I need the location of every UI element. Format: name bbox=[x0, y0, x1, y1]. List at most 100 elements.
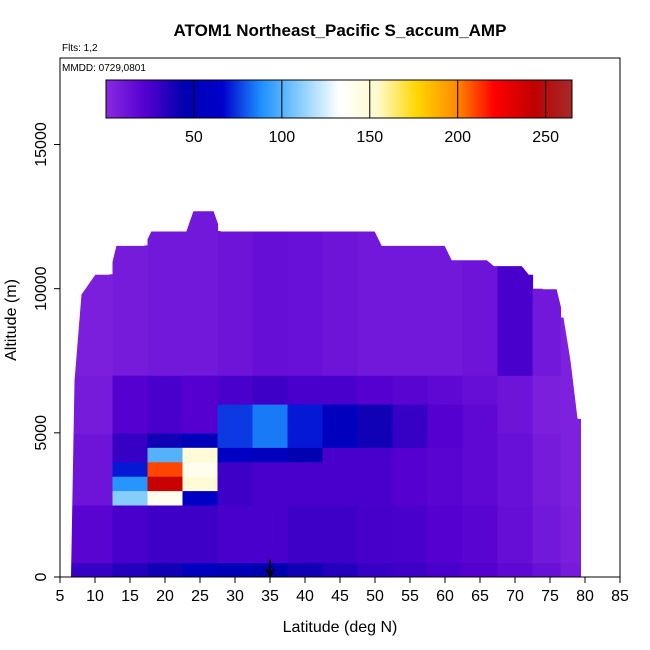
heatmap-cell bbox=[147, 562, 184, 578]
chart-title: ATOM1 Northeast_Pacific S_accum_AMP bbox=[174, 21, 507, 40]
x-tick-label: 60 bbox=[436, 588, 454, 605]
heatmap-cell bbox=[70, 504, 114, 564]
heatmap-cell bbox=[357, 447, 394, 506]
heatmap-cell bbox=[112, 375, 149, 434]
heatmap-cell bbox=[112, 432, 149, 463]
heatmap-cell bbox=[560, 562, 582, 578]
heatmap-cell bbox=[497, 432, 534, 506]
heatmap-cell bbox=[560, 360, 582, 420]
x-axis-label: Latitude (deg N) bbox=[283, 619, 398, 636]
heatmap-cell bbox=[427, 504, 464, 564]
colorbar-tick-label: 50 bbox=[185, 129, 203, 146]
arrow-marker-head bbox=[265, 568, 275, 579]
heatmap-cell bbox=[560, 317, 582, 362]
heatmap-cell bbox=[112, 562, 149, 578]
heatmap-cell bbox=[532, 375, 562, 434]
x-tick-label: 20 bbox=[156, 588, 174, 605]
heatmap-cell bbox=[70, 274, 114, 376]
heatmap-cell bbox=[182, 461, 219, 477]
heatmap-cell bbox=[392, 404, 429, 448]
heatmap-cell bbox=[70, 375, 114, 434]
x-tick-label: 25 bbox=[191, 588, 209, 605]
heatmap-cell bbox=[322, 447, 359, 506]
heatmap-cell bbox=[427, 245, 464, 376]
heatmap-cell bbox=[112, 504, 149, 564]
heatmap-cell bbox=[357, 404, 394, 448]
heatmap-cell bbox=[497, 375, 534, 434]
colorbar: 50 100 150 200 250 bbox=[105, 79, 573, 146]
x-tick-label: 70 bbox=[506, 588, 524, 605]
flights-label: Flts: 1,2 bbox=[62, 43, 98, 54]
heatmap-cell bbox=[287, 562, 324, 578]
heatmap-cell bbox=[462, 504, 499, 564]
x-tick-label: 50 bbox=[366, 588, 384, 605]
heatmap-cell bbox=[147, 461, 184, 477]
heatmap-cell bbox=[532, 562, 562, 578]
shape-outline bbox=[69, 210, 582, 578]
colorbar-tick-label: 100 bbox=[268, 129, 295, 146]
heatmap-cell bbox=[182, 375, 219, 434]
colorbar-tick-label: 150 bbox=[356, 129, 383, 146]
x-tick-label: 5 bbox=[56, 588, 65, 605]
heatmap-cell bbox=[112, 245, 149, 376]
heatmap-cell bbox=[287, 461, 324, 506]
heatmap-cell bbox=[560, 504, 582, 564]
heatmap-cell bbox=[427, 404, 464, 448]
heatmap-cell bbox=[462, 259, 499, 376]
y-tick-label: 10000 bbox=[33, 266, 50, 311]
colorbar-tick-label: 200 bbox=[444, 129, 471, 146]
heatmap-cell bbox=[147, 432, 184, 448]
heatmap-cell bbox=[217, 375, 254, 405]
x-tick-label: 10 bbox=[86, 588, 104, 605]
heatmap-cell bbox=[427, 562, 464, 578]
heatmap-cell bbox=[182, 504, 219, 564]
heatmap-cell bbox=[462, 404, 499, 448]
x-tick-label: 30 bbox=[226, 588, 244, 605]
heatmap-cell bbox=[497, 504, 534, 564]
heatmap-cell bbox=[497, 562, 534, 578]
heatmap-cell bbox=[217, 231, 254, 376]
heatmap-cell bbox=[182, 210, 219, 376]
heatmap-cell bbox=[217, 447, 254, 463]
heatmap-cell bbox=[322, 562, 359, 578]
heatmap-cell bbox=[217, 461, 254, 506]
heatmap-cell bbox=[112, 476, 149, 492]
heatmap-cell bbox=[147, 375, 184, 434]
heatmap-cell bbox=[112, 461, 149, 477]
heatmap-cell bbox=[392, 375, 429, 405]
heatmap-cell bbox=[217, 504, 254, 564]
heatmap-cell bbox=[427, 447, 464, 506]
axes: 5 10 15 20 25 30 35 40 45 50 55 60 65 70 75 80 85 0 5000 10… bbox=[33, 57, 629, 605]
heatmap-cell bbox=[392, 562, 429, 578]
heatmap-cell bbox=[462, 562, 499, 578]
heatmap-cells bbox=[70, 210, 582, 578]
heatmap-cell bbox=[287, 447, 324, 463]
heatmap-cell bbox=[392, 504, 429, 564]
heatmap-cell bbox=[357, 504, 394, 564]
x-tick-label: 40 bbox=[296, 588, 314, 605]
heatmap-cell bbox=[147, 490, 184, 506]
heatmap-cell bbox=[182, 562, 219, 578]
heatmap-cell bbox=[497, 265, 534, 376]
heatmap-cell bbox=[217, 404, 254, 448]
heatmap-cell bbox=[357, 562, 394, 578]
x-tick-label: 85 bbox=[611, 588, 629, 605]
heatmap-cell bbox=[322, 375, 359, 405]
heatmap-cell bbox=[357, 231, 394, 376]
heatmap-cell bbox=[287, 404, 324, 448]
heatmap-cell bbox=[112, 490, 149, 506]
dates-label: MMDD: 0729,0801 bbox=[62, 63, 146, 74]
heatmap-cell bbox=[560, 418, 582, 506]
heatmap-cell bbox=[462, 375, 499, 405]
heatmap-cell bbox=[252, 404, 289, 448]
heatmap-cell bbox=[287, 504, 324, 564]
x-tick-label: 55 bbox=[401, 588, 419, 605]
heatmap-cell bbox=[70, 432, 114, 506]
heatmap-cell bbox=[252, 231, 289, 376]
heatmap-cell bbox=[392, 447, 429, 506]
heatmap-cell bbox=[287, 375, 324, 405]
heatmap-cell bbox=[217, 562, 254, 578]
heatmap-cell bbox=[532, 288, 562, 376]
y-tick-label: 15000 bbox=[33, 122, 50, 167]
heatmap-cell bbox=[147, 504, 184, 564]
